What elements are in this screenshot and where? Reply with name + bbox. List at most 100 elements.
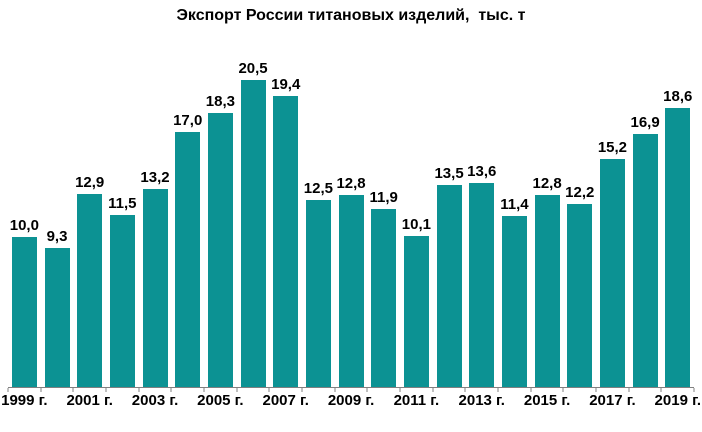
bar-value-label: 11,9 — [369, 188, 398, 206]
axis-tick — [562, 388, 564, 392]
bar-value-label: 18,3 — [205, 92, 235, 110]
axis-tick — [399, 388, 401, 392]
bar-slot: 10,0 — [8, 217, 41, 387]
x-axis-label-slot: 1999 г. — [1, 392, 47, 409]
bar — [338, 195, 364, 387]
axis-tick — [628, 388, 630, 392]
bar-slot: 17,0 — [171, 112, 204, 387]
x-axis-label-slot: 2005 г. — [197, 392, 243, 409]
x-axis-ticks — [7, 388, 695, 393]
bar — [501, 216, 527, 387]
bar — [534, 195, 560, 387]
axis-tick — [497, 388, 499, 392]
axis-tick — [530, 388, 532, 392]
axis-tick — [660, 388, 662, 392]
bar-value-label: 12,2 — [565, 184, 595, 201]
bar — [207, 112, 233, 387]
bar-value-label: 16,9 — [630, 113, 660, 131]
bar-slot: 20,5 — [237, 59, 270, 387]
bar-slot: 10,1 — [400, 215, 433, 387]
bar-value-label: 15,2 — [597, 139, 628, 156]
bar-value-label: 12,5 — [303, 179, 333, 197]
bar-value-label: 20,5 — [238, 59, 268, 77]
bar-value-label: 13,5 — [434, 164, 464, 182]
bar-value-label: 11,4 — [500, 196, 529, 213]
chart-title: Экспорт России титановых изделий, тыс. т — [176, 7, 526, 24]
bar — [371, 208, 397, 387]
bar-slot: 13,6 — [465, 163, 498, 387]
axis-tick — [301, 388, 303, 392]
bar — [403, 235, 429, 387]
x-axis-label-slot: 2009 г. — [328, 392, 374, 409]
bar — [567, 204, 593, 387]
bar-slot: 12,8 — [531, 175, 564, 387]
x-axis-label: 2011 г. — [393, 392, 440, 409]
x-axis-label: 2015 г. — [523, 392, 571, 409]
bar-value-label: 10,1 — [401, 215, 431, 233]
bar — [142, 189, 168, 387]
axis-tick — [236, 388, 238, 392]
bar-slot: 9,3 — [41, 228, 74, 387]
axis-tick — [7, 388, 9, 392]
x-axis-label: 2005 г. — [197, 392, 244, 409]
bar-value-label: 13,6 — [467, 163, 497, 180]
x-axis-line — [8, 387, 694, 388]
x-axis-label: 2017 г. — [589, 392, 636, 409]
bar-slot: 11,4 — [498, 196, 531, 387]
axis-tick — [334, 388, 336, 392]
x-axis-label: 2013 г. — [458, 392, 505, 409]
x-axis-labels: 1999 г. 2001 г. 2003 г. 2005 г. 2007 г. 2009 … — [1, 392, 701, 409]
bar — [436, 184, 462, 387]
axis-tick — [170, 388, 172, 392]
bar-value-label: 12,8 — [336, 175, 366, 192]
bar — [44, 247, 70, 387]
bar — [109, 214, 135, 387]
x-axis-label: 2003 г. — [131, 392, 179, 409]
bar-value-label: 10,0 — [9, 217, 39, 234]
bars-row: 10,0 9,3 12,9 11,5 13,2 17,0 18,3 20,5 19,4 12,5 1… — [8, 50, 694, 387]
bar-value-label: 19,4 — [271, 76, 301, 93]
bar — [11, 237, 37, 387]
axis-tick — [432, 388, 434, 392]
axis-tick — [203, 388, 205, 392]
x-axis-label: 2009 г. — [327, 392, 375, 409]
axis-tick — [693, 388, 695, 392]
axis-tick — [366, 388, 368, 392]
bar-slot: 18,6 — [661, 88, 694, 387]
bar-value-label: 18,6 — [663, 88, 693, 105]
bar — [469, 183, 495, 387]
bar-slot: 12,5 — [302, 179, 335, 387]
x-axis-label: 2019 г. — [654, 392, 701, 409]
bar-value-label: 12,8 — [532, 175, 562, 192]
x-axis-label-slot: 2019 г. — [655, 392, 701, 409]
axis-tick — [595, 388, 597, 392]
plot-area: 10,0 9,3 12,9 11,5 13,2 17,0 18,3 20,5 19,4 12,5 1… — [7, 50, 695, 392]
bar — [240, 79, 266, 387]
bar — [599, 159, 625, 387]
axis-tick — [138, 388, 140, 392]
bar-slot: 18,3 — [204, 92, 237, 387]
bar-slot: 15,2 — [596, 139, 629, 387]
x-axis-label-slot: 2017 г. — [589, 392, 635, 409]
bar-value-label: 11,5 — [108, 194, 137, 212]
x-axis-label-slot: 2003 г. — [132, 392, 178, 409]
x-axis-label-slot: 2011 г. — [394, 392, 440, 409]
axis-tick — [40, 388, 42, 392]
x-axis-label-slot: 2015 г. — [524, 392, 570, 409]
x-axis-label: 2001 г. — [66, 392, 113, 409]
bar-slot: 16,9 — [629, 113, 662, 387]
bar — [665, 108, 691, 387]
bar — [175, 132, 201, 387]
bar — [77, 193, 103, 387]
bar-slot: 12,8 — [335, 175, 368, 387]
bar — [632, 133, 658, 387]
bar-value-label: 13,2 — [140, 169, 170, 186]
x-axis-label: 2007 г. — [262, 392, 309, 409]
axis-tick — [72, 388, 74, 392]
x-axis-label: 1999 г. — [1, 392, 48, 409]
axis-tick — [464, 388, 466, 392]
x-axis-label-slot: 2013 г. — [459, 392, 505, 409]
bar-slot: 19,4 — [269, 76, 302, 387]
bar-slot: 13,2 — [139, 169, 172, 387]
